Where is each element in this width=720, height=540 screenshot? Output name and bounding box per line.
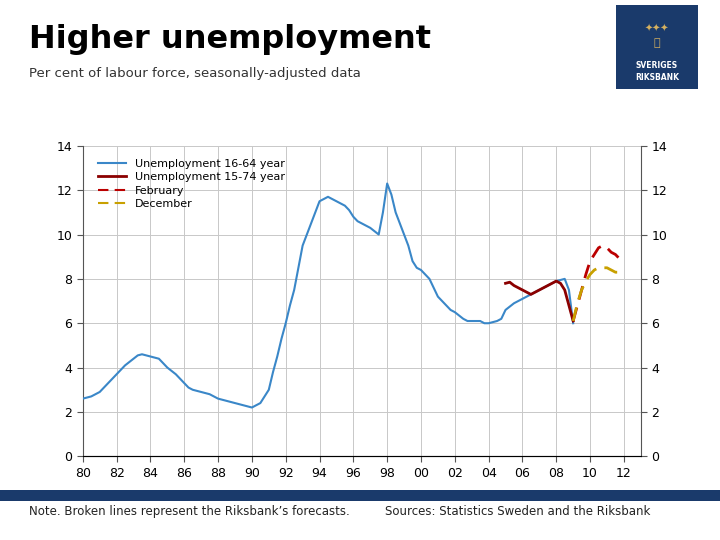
Text: Higher unemployment: Higher unemployment: [29, 24, 431, 55]
Text: Sources: Statistics Sweden and the Riksbank: Sources: Statistics Sweden and the Riksb…: [385, 505, 651, 518]
Text: 🌿: 🌿: [654, 38, 660, 48]
Text: Note. Broken lines represent the Riksbank’s forecasts.: Note. Broken lines represent the Riksban…: [29, 505, 349, 518]
Text: ✦✦✦: ✦✦✦: [645, 24, 669, 34]
Text: SVERIGES: SVERIGES: [636, 61, 678, 70]
Legend: Unemployment 16-64 year, Unemployment 15-74 year, February, December: Unemployment 16-64 year, Unemployment 15…: [94, 154, 289, 213]
Text: Per cent of labour force, seasonally-adjusted data: Per cent of labour force, seasonally-adj…: [29, 68, 361, 80]
Text: RIKSBANK: RIKSBANK: [635, 73, 679, 82]
